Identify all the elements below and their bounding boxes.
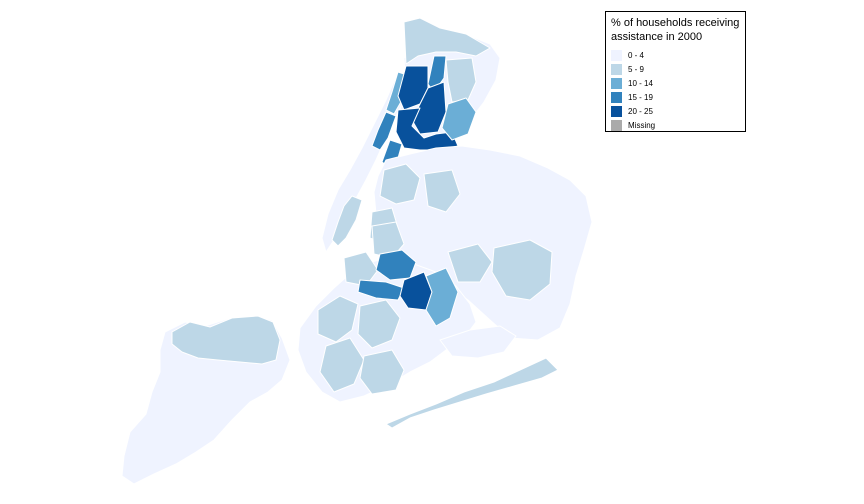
legend-label: 5 - 9 [628,64,645,74]
queens-jamaica [491,239,553,301]
legend-title-line2: assistance in 2000 [611,31,703,43]
legend-item: 15 - 19 [611,90,740,104]
legend-item: 10 - 14 [611,76,740,90]
legend-label: Missing [628,120,656,130]
brooklyn-flatbush [357,299,401,349]
legend-item: 0 - 4 [611,48,740,62]
manhattan-midtown [331,195,363,247]
legend-swatch [611,63,622,75]
legend-swatch [611,49,622,61]
legend-swatch [611,119,622,131]
brooklyn-bay-ridge [317,295,359,343]
brooklyn-east-new-york [425,267,459,327]
legend-swatch [611,105,622,117]
brooklyn-sunset-park [319,337,365,393]
jamaica-bay-islands [439,325,517,359]
legend-label: 0 - 4 [628,50,645,60]
brooklyn-park-slope [343,251,379,287]
map-legend: % of households receiving assistance in … [605,11,746,132]
bronx-parkchester [441,97,477,141]
legend-label: 20 - 25 [628,106,653,116]
legend-item: Missing [611,118,740,132]
queens-astoria [379,163,421,205]
legend-swatch [611,77,622,89]
legend-title-line1: % of households receiving [611,17,740,29]
brooklyn-crown-heights [357,279,405,301]
legend-label: 15 - 19 [628,92,653,102]
legend-item: 20 - 25 [611,104,740,118]
brooklyn-midwood [359,349,405,395]
queens-jackson-heights [423,169,461,213]
legend-item: 5 - 9 [611,62,740,76]
map-regions [121,17,593,485]
rockaway [385,357,559,429]
legend-label: 10 - 14 [628,78,653,88]
harlem-central [371,111,397,151]
legend-title: % of households receiving assistance in … [611,16,740,44]
staten-island-north-shore [171,315,281,365]
bronx-riverdale [403,17,491,65]
queens-south [447,243,493,283]
bronx-south-2 [411,81,447,135]
legend-swatch [611,91,622,103]
